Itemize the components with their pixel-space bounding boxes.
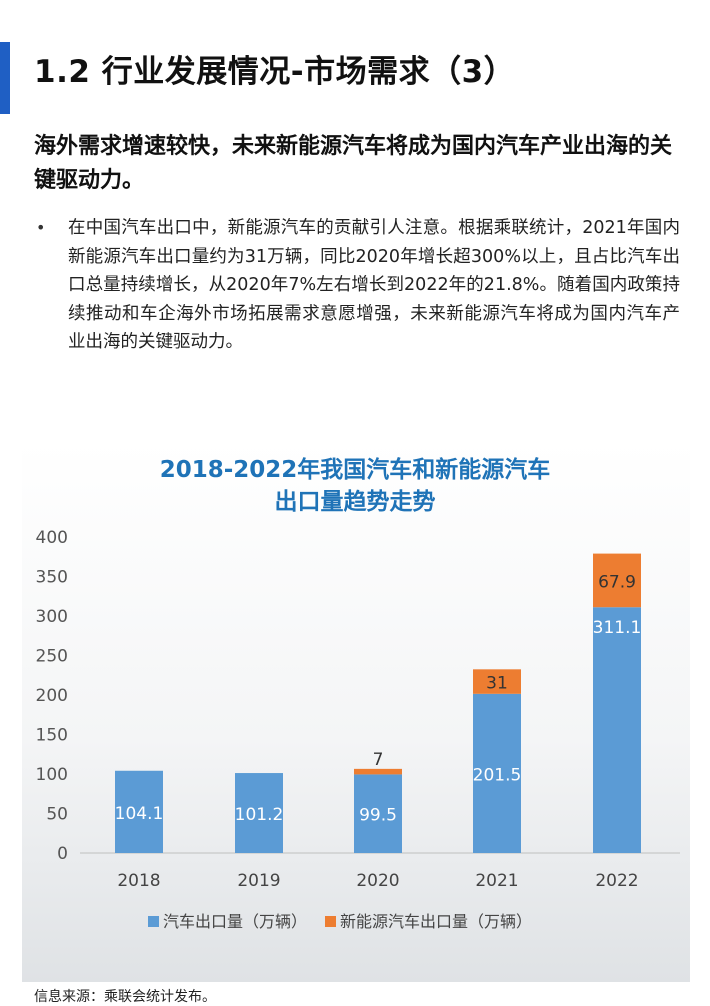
section-subtitle: 海外需求增速较快，未来新能源汽车将成为国内汽车产业出海的关键驱动力。: [34, 134, 673, 193]
data-label-vehicle: 99.5: [359, 806, 397, 826]
chart-title: 2018-2022年我国汽车和新能源汽车 出口量趋势走势: [0, 454, 710, 518]
data-label-nev: 67.9: [598, 572, 636, 592]
page-title: 1.2 行业发展情况-市场需求（3）: [34, 54, 516, 90]
y-tick-label: 200: [36, 686, 68, 706]
bullet-marker: •: [36, 218, 46, 237]
data-label-vehicle: 201.5: [473, 765, 522, 785]
y-tick-label: 150: [36, 726, 68, 746]
bar-vehicle-export: [115, 770, 163, 853]
legend-swatch-nev: [325, 916, 336, 927]
legend-swatch-vehicle: [148, 916, 159, 927]
bar-nev-export: [473, 669, 521, 694]
data-label-nev: 7: [373, 750, 384, 770]
data-label-nev: 31: [486, 674, 508, 694]
bar-vehicle-export: [354, 774, 402, 853]
chart-panel: [22, 442, 690, 982]
x-tick-label: 2021: [475, 871, 518, 891]
x-tick-label: 2020: [356, 871, 399, 891]
chart-title-line1: 2018-2022年我国汽车和新能源汽车: [159, 457, 551, 483]
data-label-vehicle: 101.2: [235, 805, 284, 825]
y-tick-label: 300: [36, 607, 68, 627]
y-tick-label: 0: [57, 844, 68, 864]
data-label-vehicle: 311.1: [593, 618, 642, 638]
bar-nev-export: [593, 553, 641, 608]
bullet-paragraph: • 在中国汽车出口中，新能源汽车的贡献引人注意。根据乘联统计，2021年国内新能…: [34, 214, 680, 357]
source-note: 信息来源：乘联会统计发布。: [34, 989, 216, 1005]
y-tick-label: 50: [46, 805, 68, 825]
data-label-vehicle: 104.1: [115, 804, 164, 824]
bar-vehicle-export: [593, 607, 641, 853]
x-tick-label: 2019: [237, 871, 280, 891]
chart-title-line2: 出口量趋势走势: [274, 489, 436, 515]
y-tick-label: 250: [36, 647, 68, 667]
x-tick-label: 2018: [117, 871, 160, 891]
y-tick-label: 350: [36, 568, 68, 588]
bar-vehicle-export: [235, 773, 283, 853]
bar-nev-export: [354, 768, 402, 775]
y-tick-label: 100: [36, 765, 68, 785]
bullet-text: 在中国汽车出口中，新能源汽车的贡献引人注意。根据乘联统计，2021年国内新能源汽…: [68, 218, 680, 352]
x-tick-label: 2022: [595, 871, 638, 891]
y-tick-label: 400: [36, 528, 68, 548]
bar-vehicle-export: [473, 693, 521, 853]
title-accent-bar: [0, 42, 10, 114]
legend-label-nev: 新能源汽车出口量（万辆）: [340, 912, 532, 931]
legend-label-vehicle: 汽车出口量（万辆）: [163, 912, 307, 931]
